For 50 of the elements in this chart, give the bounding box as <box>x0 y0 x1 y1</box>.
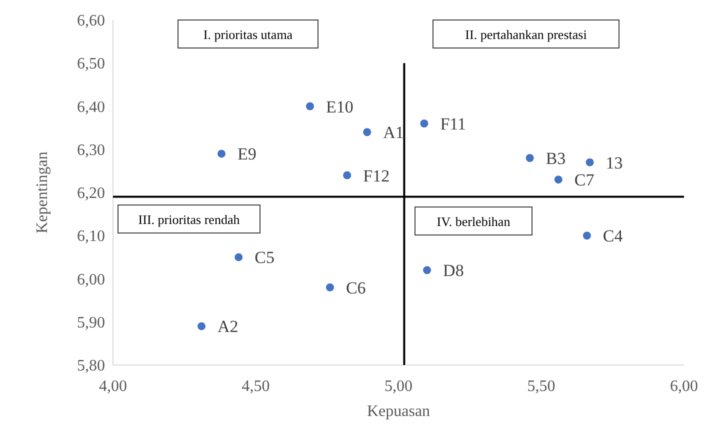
y-tick-label: 6,60 <box>77 12 105 30</box>
annotation: F12 <box>363 166 390 186</box>
label-box: II. pertahankan prestasi <box>432 20 620 48</box>
point <box>554 176 562 184</box>
point <box>420 120 428 128</box>
point <box>234 253 243 262</box>
annotation: F11 <box>440 114 466 134</box>
x-tick-label: 6,00 <box>670 378 698 395</box>
point <box>306 102 314 110</box>
label-box: III. prioritas rendah <box>118 204 260 234</box>
x-tick-label: 4,00 <box>99 378 127 395</box>
x-axis-title: Kepuasan <box>366 403 430 420</box>
point <box>423 266 432 274</box>
y-tick-label: 6,00 <box>77 271 105 288</box>
annotation: C6 <box>346 278 366 298</box>
y-tick-label: 5,90 <box>77 314 105 332</box>
point <box>363 128 372 136</box>
y-axis-title: Kepentingan <box>34 152 51 234</box>
annotation: I. prioritas utama <box>203 27 293 42</box>
annotation: D8 <box>443 261 464 280</box>
annotation: A1 <box>383 123 404 142</box>
y-tick-label: 6,50 <box>77 56 105 73</box>
x-tick-label: 5,50 <box>527 378 556 395</box>
point <box>217 150 226 158</box>
point <box>343 171 352 180</box>
x-tick-label: 4,50 <box>242 378 270 395</box>
point <box>582 232 591 240</box>
y-tick-label: 6,40 <box>77 98 105 116</box>
annotation: C5 <box>254 248 274 268</box>
annotation: E9 <box>237 144 256 164</box>
point <box>586 158 594 166</box>
annotation: E10 <box>326 97 354 116</box>
label-box: IV. berlebihan <box>414 206 532 236</box>
point <box>526 154 534 162</box>
label-box: I. prioritas utama <box>178 20 318 48</box>
point <box>198 322 206 330</box>
annotation: IV. berlebihan <box>436 214 511 229</box>
annotation: III. prioritas rendah <box>138 212 240 227</box>
annotation: C4 <box>602 226 624 246</box>
y-tick-label: 6,30 <box>77 142 105 159</box>
y-tick-label: 6,10 <box>77 228 105 246</box>
y-tick-label: 6,20 <box>77 185 105 202</box>
annotation: C7 <box>574 170 595 190</box>
annotation: 13 <box>606 153 623 172</box>
annotation: II. pertahankan prestasi <box>465 27 588 42</box>
x-tick-label: 5,00 <box>384 378 412 395</box>
y-tick-label: 5,80 <box>77 358 105 375</box>
annotation: B3 <box>546 149 566 168</box>
point <box>326 283 334 292</box>
annotation: A2 <box>218 317 238 336</box>
